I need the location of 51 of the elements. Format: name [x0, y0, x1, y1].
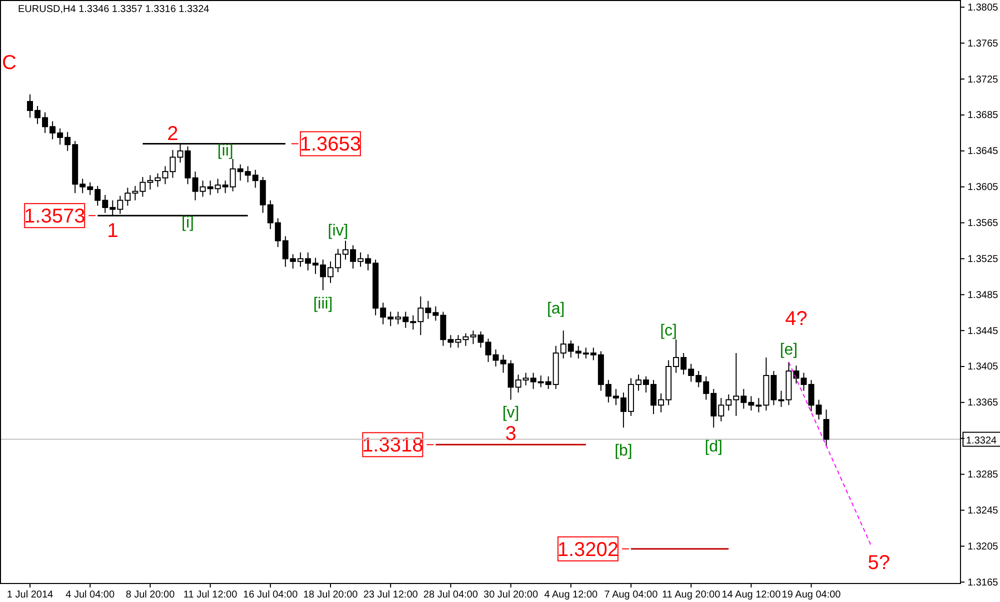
y-tick-label: 1.3205 [968, 541, 999, 552]
x-tick-label: 23 Jul 12:00 [363, 590, 418, 601]
x-tick-label: 18 Jul 20:00 [303, 590, 358, 601]
annotation: [d] [704, 438, 723, 456]
ref-line-label: 1.3324 [966, 435, 998, 446]
y-tick-label: 1.3645 [968, 146, 999, 158]
y-tick-label: 1.3405 [968, 362, 999, 373]
y-tick-label: 1.3725 [968, 74, 999, 86]
candlestick [823, 409, 830, 447]
x-tick-label: 4 Aug 12:00 [544, 590, 598, 601]
ref-line-label: 1.3202 [557, 538, 619, 561]
y-tick-label: 1.3285 [968, 470, 999, 481]
x-tick-label: 28 Jul 04:00 [423, 590, 478, 601]
x-tick-label: 4 Jul 04:00 [66, 590, 115, 601]
annotation: 4? [785, 308, 808, 330]
x-tick-label: 8 Jul 20:00 [126, 590, 176, 601]
annotation: [iii] [313, 296, 333, 313]
x-tick-label: 11 Jul 12:00 [183, 590, 238, 601]
x-tick-label: 7 Aug 04:00 [604, 590, 658, 601]
annotation: 1 [107, 220, 118, 242]
annotation: [ii] [217, 142, 234, 160]
y-tick-label: 1.3245 [968, 505, 999, 516]
x-tick-label: 11 Aug 20:00 [662, 590, 721, 601]
text: C [2, 52, 16, 74]
x-tick-label: 16 Jul 04:00 [243, 590, 298, 601]
annotation: 3 [505, 423, 516, 445]
y-tick-label: 1.3685 [968, 110, 999, 122]
x-tick-label: 1 Jul 2014 [6, 590, 54, 601]
y-tick-label: 1.3805 [968, 2, 999, 14]
annotation: [v] [502, 404, 520, 422]
y-tick-label: 1.3605 [968, 182, 999, 194]
annotation: 2 [167, 123, 178, 145]
annotation: 5? [868, 552, 890, 574]
x-tick-label: 30 Jul 20:00 [484, 590, 538, 601]
ref-line-label: 1.3653 [300, 134, 361, 156]
annotation: [iv] [328, 222, 348, 240]
x-tick-label: 14 Aug 12:00 [722, 590, 782, 601]
y-tick-label: 1.3565 [968, 218, 999, 229]
annotation: [b] [614, 442, 632, 460]
annotation: [a] [546, 300, 565, 318]
y-tick-label: 1.3365 [968, 398, 999, 409]
y-tick-label: 1.3485 [968, 290, 999, 301]
y-tick-label: 1.3445 [968, 326, 999, 337]
annotation: [c] [660, 322, 677, 340]
x-tick-label: 19 Aug 04:00 [782, 590, 842, 601]
chart-title: EURUSD,H4 1.3346 1.3357 1.3316 1.3324 [18, 4, 210, 15]
annotation: [i] [182, 214, 194, 232]
y-tick-label: 1.3525 [968, 254, 999, 265]
annotation: [e] [780, 342, 798, 359]
y-tick-label: 1.3165 [968, 577, 999, 588]
y-tick-label: 1.3765 [968, 38, 999, 50]
